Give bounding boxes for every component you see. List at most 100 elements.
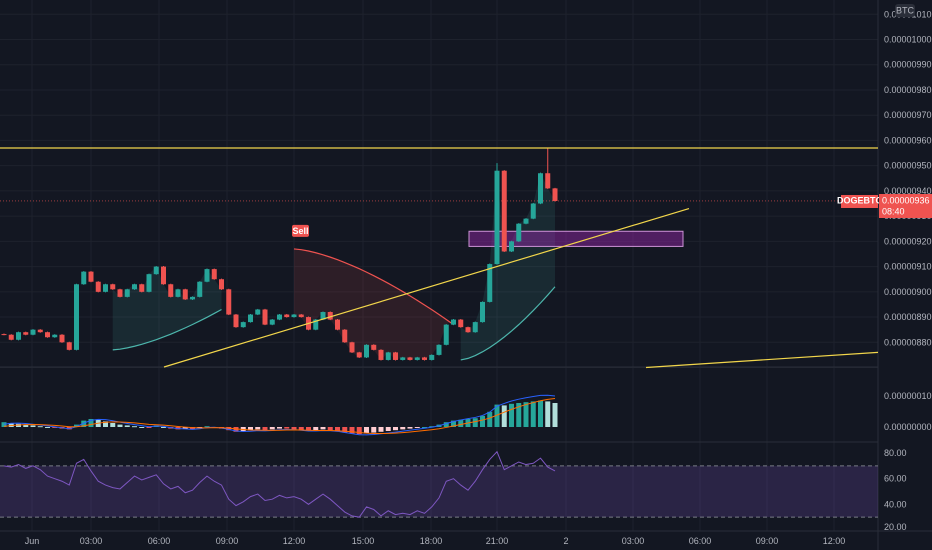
rsi-tick-label: 60.00: [884, 474, 907, 484]
macd-histogram-bar: [255, 427, 261, 430]
symbol-label: DOGEBTC: [837, 196, 883, 206]
macd-histogram-bar: [23, 424, 29, 427]
rsi-line: [3, 450, 556, 518]
supertrend-line: [293, 248, 454, 326]
candle-body: [458, 319, 464, 328]
macd-histogram-bar: [66, 427, 72, 430]
supertrend-fill: [294, 248, 454, 360]
candle-body: [204, 269, 210, 282]
macd-histogram-bar: [393, 427, 398, 431]
drawings-front[interactable]: [0, 147, 879, 369]
candle-body: [197, 281, 203, 297]
macd-histogram-bar: [117, 424, 123, 427]
rsi-band-fill: [0, 465, 878, 518]
macd-histogram-bar: [356, 427, 362, 435]
ascending-trendline[interactable]: [163, 207, 690, 368]
lower-trendline[interactable]: [645, 351, 879, 369]
macd-histogram-bar: [400, 427, 406, 430]
macd-histogram-bar: [52, 427, 58, 428]
candle-body: [523, 218, 529, 224]
macd-histogram-bar: [545, 401, 551, 427]
candles[interactable]: [1, 147, 558, 361]
candle-body: [59, 334, 65, 343]
candle-body: [429, 354, 435, 360]
candle-body: [501, 170, 507, 252]
macd-histogram-bar: [523, 402, 529, 427]
currency-badge[interactable]: BTC: [895, 4, 915, 17]
supertrend-line: [112, 308, 222, 351]
candle-body: [103, 284, 108, 292]
macd-pane[interactable]: 0.00000010 0.00000000: [1, 391, 932, 436]
time-tick-label: 12:00: [283, 536, 306, 546]
macd-histogram-bar: [422, 427, 427, 428]
macd-histogram-bar: [146, 427, 152, 428]
macd-histogram-bar: [88, 419, 94, 427]
candle-body: [335, 319, 340, 330]
purple-zone-rectangle[interactable]: [468, 230, 684, 247]
candle-body: [124, 289, 130, 297]
macd-histogram-bar: [233, 427, 239, 432]
candle-body: [494, 170, 500, 265]
candle-body: [139, 284, 145, 292]
macd-histogram-bar: [538, 400, 543, 427]
macd-histogram-bar: [81, 420, 87, 427]
time-axis[interactable]: Jun 03:00 06:00 09:00 12:00 15:00 18:00 21:00 2 0…: [25, 536, 846, 546]
candle-body: [313, 319, 319, 330]
candle-body: [538, 173, 543, 204]
candle-body: [153, 266, 159, 275]
candle-body: [132, 284, 137, 290]
macd-histogram-bar: [530, 401, 536, 427]
last-price-label: 0.00000936: [882, 196, 930, 206]
time-tick-label: 2: [563, 536, 568, 546]
candle-body: [552, 188, 558, 201]
macd-histogram-bar: [306, 427, 311, 431]
candle-body: [240, 322, 246, 328]
macd-histogram-bar: [364, 427, 369, 434]
candle-body: [349, 342, 355, 353]
candle-body: [45, 332, 50, 338]
candle-body: [545, 173, 551, 189]
candle-body: [291, 314, 297, 318]
macd-histogram-bar: [414, 427, 420, 428]
candle-body: [23, 332, 29, 335]
time-tick-label: 06:00: [148, 536, 171, 546]
candle-body: [211, 269, 217, 280]
macd-histogram-bar: [552, 403, 558, 427]
macd-histogram-bar: [509, 403, 514, 427]
macd-histogram-bar: [451, 420, 456, 427]
sell-signal-label: Sell: [292, 226, 308, 236]
candle-body: [30, 329, 36, 335]
macd-histogram-bar: [45, 427, 50, 428]
rsi-tick-label: 20.00: [884, 522, 907, 532]
price-tick-label: 0.00000900: [884, 287, 932, 297]
macd-histogram-bar: [30, 425, 36, 427]
candle-body: [52, 334, 58, 338]
rsi-pane[interactable]: 80.00 60.00 40.00 20.00: [0, 448, 907, 532]
price-tick-label: 0.00000940: [884, 186, 932, 196]
macd-histogram-bar: [74, 424, 79, 427]
macd-signal-line: [3, 398, 556, 435]
drawings-back[interactable]: [0, 200, 878, 247]
time-tick-label: 06:00: [689, 536, 712, 546]
candle-body: [117, 289, 123, 297]
candle-body: [364, 344, 369, 358]
macd-histogram-bar: [335, 427, 340, 431]
price-tick-label: 0.00000990: [884, 60, 932, 70]
time-tick-label: 12:00: [823, 536, 846, 546]
macd-tick-label: 0.00000000: [884, 422, 932, 432]
candle-body: [465, 327, 471, 333]
candle-body: [298, 314, 304, 318]
candle-body: [320, 312, 326, 320]
symbol-price-tag[interactable]: DOGEBTC 0.00000936 08:40: [837, 194, 932, 218]
time-tick-label: 09:00: [216, 536, 239, 546]
price-tick-label: 0.00000920: [884, 236, 932, 246]
price-tick-label: 0.00000910: [884, 262, 932, 272]
candle-body: [81, 271, 87, 285]
macd-histogram-bar: [516, 403, 522, 427]
macd-histogram-bar: [190, 427, 195, 430]
candle-body: [255, 309, 261, 315]
price-tick-label: 0.00000890: [884, 312, 932, 322]
